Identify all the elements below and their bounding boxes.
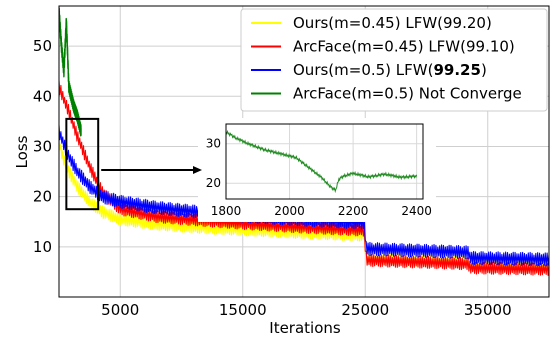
zoom-box <box>65 117 100 211</box>
y-tick-label: 50 <box>33 37 52 55</box>
inset-x-tick-label: 2000 <box>274 204 305 218</box>
inset-frame <box>225 123 424 200</box>
inset-x-tick-label: 2200 <box>338 204 369 218</box>
axes-frame <box>58 5 550 298</box>
y-tick-label: 10 <box>33 238 52 256</box>
y-axis-label: Loss <box>13 135 31 168</box>
inset-y-tick-label: 20 <box>206 176 221 190</box>
series-line <box>59 7 82 137</box>
legend-label: Ours(m=0.45) LFW(99.20) <box>293 14 492 32</box>
series-line <box>59 80 549 276</box>
zoom-arrow-head <box>193 166 202 174</box>
legend-label: ArcFace(m=0.5) Not Converge <box>293 85 522 103</box>
x-tick-label: 25000 <box>341 301 389 319</box>
x-tick-label: 5000 <box>101 301 139 319</box>
x-tick-label: 15000 <box>219 301 267 319</box>
y-tick-label: 30 <box>33 137 52 155</box>
inset-x-tick-label: 1800 <box>211 204 242 218</box>
inset-background <box>198 118 436 222</box>
x-tick-label: 35000 <box>464 301 512 319</box>
legend-box <box>240 8 548 112</box>
y-tick-label: 20 <box>33 188 52 206</box>
legend-label: Ours(m=0.5) LFW(99.25) <box>293 61 487 79</box>
y-tick-label: 40 <box>33 87 52 105</box>
inset-y-tick-label: 30 <box>206 137 221 151</box>
x-axis-label: Iterations <box>269 319 341 337</box>
inset-series-line <box>225 129 418 194</box>
inset-x-tick-label: 2400 <box>401 204 432 218</box>
legend-label: ArcFace(m=0.45) LFW(99.10) <box>293 38 515 56</box>
